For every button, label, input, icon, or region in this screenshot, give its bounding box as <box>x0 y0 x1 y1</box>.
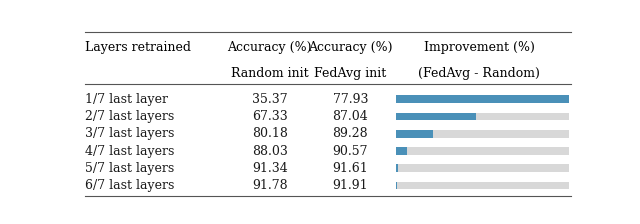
Text: 90.57: 90.57 <box>333 144 368 157</box>
Bar <box>396 113 476 121</box>
Text: 35.37: 35.37 <box>252 93 287 106</box>
Text: 2/7 last layers: 2/7 last layers <box>85 110 174 123</box>
Bar <box>396 147 406 155</box>
Text: 87.04: 87.04 <box>332 110 368 123</box>
Text: 91.91: 91.91 <box>333 179 368 192</box>
Text: 91.34: 91.34 <box>252 162 287 175</box>
Text: 1/7 last layer: 1/7 last layer <box>85 93 168 106</box>
Text: Improvement (%): Improvement (%) <box>424 41 534 54</box>
Bar <box>396 182 568 190</box>
Text: FedAvg init: FedAvg init <box>314 67 387 80</box>
Bar <box>396 147 568 155</box>
Text: Accuracy (%): Accuracy (%) <box>308 41 392 54</box>
Bar <box>396 130 568 138</box>
Text: 67.33: 67.33 <box>252 110 287 123</box>
Text: 91.61: 91.61 <box>332 162 368 175</box>
Text: 77.93: 77.93 <box>333 93 368 106</box>
Bar <box>396 95 568 103</box>
Bar <box>396 164 397 172</box>
Bar <box>396 164 568 172</box>
Text: 91.78: 91.78 <box>252 179 287 192</box>
Text: Accuracy (%): Accuracy (%) <box>227 41 312 54</box>
Text: Layers retrained: Layers retrained <box>85 41 191 54</box>
Text: Random init: Random init <box>231 67 308 80</box>
Bar <box>396 130 433 138</box>
Text: 6/7 last layers: 6/7 last layers <box>85 179 174 192</box>
Text: 5/7 last layers: 5/7 last layers <box>85 162 174 175</box>
Text: 88.03: 88.03 <box>252 144 287 157</box>
Text: (FedAvg - Random): (FedAvg - Random) <box>419 67 540 80</box>
Text: 80.18: 80.18 <box>252 127 287 140</box>
Text: 89.28: 89.28 <box>333 127 368 140</box>
Text: 3/7 last layers: 3/7 last layers <box>85 127 174 140</box>
Bar <box>396 95 568 103</box>
Bar <box>396 113 568 121</box>
Text: 4/7 last layers: 4/7 last layers <box>85 144 174 157</box>
